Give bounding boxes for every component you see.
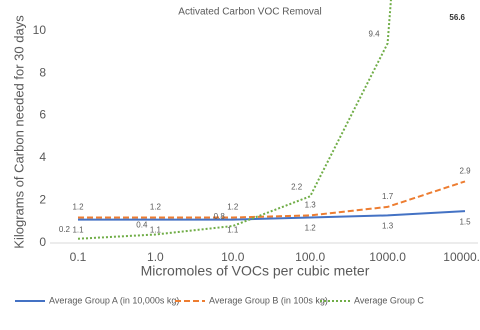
series-line [77, 0, 392, 240]
y-axis-title: Kilograms of Carbon needed for 30 days [11, 15, 26, 249]
data-label: 1.2 [227, 203, 239, 212]
x-tick-label: 1000.0 [369, 250, 406, 264]
legend-label: Average Group A (in 10,000s kg) [49, 295, 179, 305]
data-label: 2.9 [459, 167, 471, 176]
x-tick-label: 10.0 [221, 250, 245, 264]
data-label: 2.2 [291, 182, 303, 191]
data-label: 1.5 [459, 217, 471, 226]
legend-label: Average Group B (in 100s kg) [209, 295, 328, 305]
data-label: 0.2 [59, 225, 71, 234]
legend-label: Average Group C [354, 295, 424, 305]
data-label: 0.4 [136, 221, 148, 230]
data-label: 1.1 [150, 226, 162, 235]
y-tick-label: 6 [39, 108, 46, 122]
x-tick-label: 1.0 [147, 250, 164, 264]
data-label: 1.3 [382, 221, 394, 230]
y-tick-label: 0 [39, 235, 46, 249]
plot-area [77, 0, 466, 240]
data-label: 1.3 [305, 200, 317, 209]
data-label: 56.6 [449, 13, 465, 22]
data-label: 1.2 [150, 203, 162, 212]
chart-title: Activated Carbon VOC Removal [178, 7, 321, 18]
x-tick-label: 0.1 [70, 250, 87, 264]
y-tick-label: 8 [39, 65, 46, 79]
y-tick-label: 10 [33, 23, 47, 37]
data-label: 1.1 [227, 226, 239, 235]
y-tick-label: 4 [39, 150, 46, 164]
x-tick-label: 100.0 [295, 250, 325, 264]
data-label: 1.2 [72, 203, 84, 212]
series-line [78, 210, 466, 221]
data-label: 1.2 [305, 224, 317, 233]
series-line [78, 180, 466, 219]
x-tick-label: 10000.0 [443, 250, 480, 264]
data-label: 1.1 [72, 226, 84, 235]
data-label: 0.8 [214, 212, 226, 221]
data-label: 1.7 [382, 192, 394, 201]
y-tick-label: 2 [39, 193, 46, 207]
data-label: 9.4 [368, 29, 380, 38]
x-axis-title: Micromoles of VOCs per cubic meter [141, 263, 370, 279]
